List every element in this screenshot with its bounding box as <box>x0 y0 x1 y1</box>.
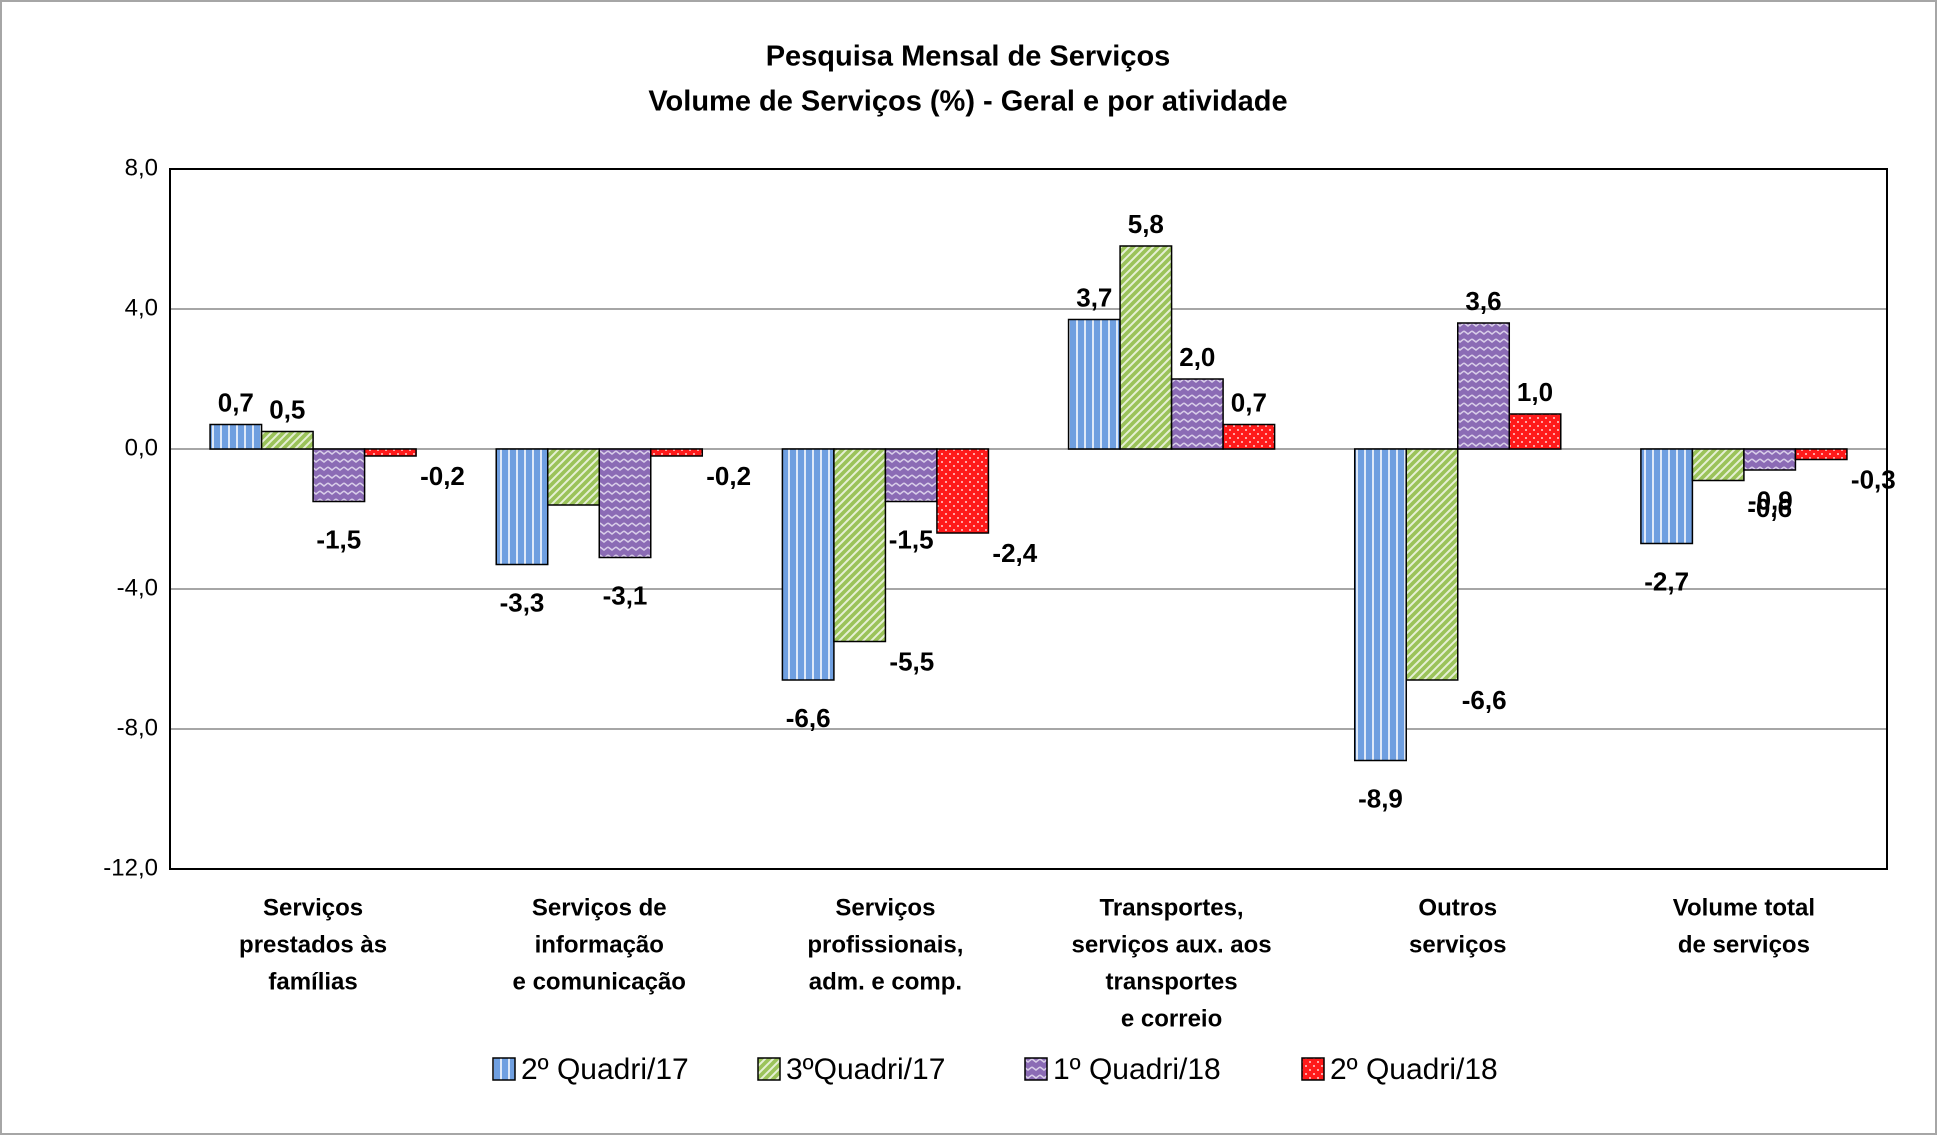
data-label: 0,5 <box>269 394 305 424</box>
data-label: 2,0 <box>1179 342 1215 372</box>
bar <box>1067 318 1121 450</box>
x-tick-label: informação <box>535 931 664 958</box>
x-tick-label: Serviços de <box>532 894 667 921</box>
x-tick-label: de serviços <box>1678 931 1810 958</box>
data-label: -2,4 <box>992 538 1037 568</box>
data-label: 5,8 <box>1128 209 1164 239</box>
x-tick-label: Outros <box>1418 894 1497 921</box>
chart-title: Pesquisa Mensal de Serviços <box>766 41 1171 73</box>
data-label: 3,6 <box>1465 286 1501 316</box>
x-tick-label: Volume total <box>1673 894 1815 921</box>
x-tick-label: serviços <box>1409 931 1506 958</box>
x-tick-label: serviços aux. aos <box>1072 931 1272 958</box>
y-tick-label: 8,0 <box>125 154 158 181</box>
x-tick-label: transportes <box>1106 968 1238 995</box>
bar <box>1743 448 1797 471</box>
bar <box>260 430 314 450</box>
bar <box>936 448 990 534</box>
bar <box>1457 322 1511 450</box>
x-tick-label: profissionais, <box>807 931 963 958</box>
x-tick-label: adm. e comp. <box>809 968 962 995</box>
x-tick-label: prestados às <box>239 931 387 958</box>
data-label: -0,2 <box>706 461 751 491</box>
data-label: -0,9 <box>1748 485 1793 515</box>
data-label: -0,6 <box>1747 493 1792 523</box>
legend-swatch <box>492 1057 516 1081</box>
legend-swatch <box>1024 1057 1048 1081</box>
data-label: -1,5 <box>889 524 934 554</box>
bar <box>884 448 938 503</box>
legend-label: 1º Quadri/18 <box>1053 1053 1221 1086</box>
data-label: -1,5 <box>316 524 361 554</box>
bar <box>1170 378 1224 450</box>
data-label: -8,9 <box>1358 783 1403 813</box>
data-label: 1,0 <box>1517 377 1553 407</box>
bar <box>1691 448 1745 482</box>
x-tick-label: Serviços <box>835 894 935 921</box>
bar <box>1119 245 1173 450</box>
data-label: -3,3 <box>500 587 545 617</box>
legend-label: 3ºQuadri/17 <box>786 1053 945 1086</box>
x-tick-label: famílias <box>268 968 357 995</box>
y-tick-label: -4,0 <box>117 574 158 601</box>
bar <box>363 448 417 457</box>
plot-area <box>169 168 1888 870</box>
x-tick-label: e correio <box>1121 1005 1222 1032</box>
data-label: 0,7 <box>218 387 254 417</box>
bar <box>833 448 887 643</box>
data-label: -6,6 <box>1462 685 1507 715</box>
data-label: -3,1 <box>603 580 648 610</box>
x-tick-label: e comunicação <box>513 968 686 995</box>
legend-swatch <box>757 1057 781 1081</box>
chart-subtitle: Volume de Serviços (%) - Geral e por ati… <box>648 86 1287 118</box>
bar <box>1794 448 1848 461</box>
data-label: -5,5 <box>889 646 934 676</box>
y-tick-label: -12,0 <box>103 854 158 881</box>
bar <box>1508 413 1562 450</box>
y-tick-label: 0,0 <box>125 434 158 461</box>
y-tick-label: 4,0 <box>125 294 158 321</box>
bar <box>546 448 600 506</box>
bar <box>1353 448 1407 762</box>
data-label: -0,3 <box>1851 464 1896 494</box>
legend-swatch <box>1301 1057 1325 1081</box>
bar <box>312 448 366 503</box>
x-tick-label: Serviços <box>263 894 363 921</box>
bar <box>1405 448 1459 681</box>
data-label: -6,6 <box>786 703 831 733</box>
data-label: -0,2 <box>420 461 465 491</box>
y-tick-label: -8,0 <box>117 714 158 741</box>
data-label: 0,7 <box>1231 387 1267 417</box>
bar <box>1640 448 1694 545</box>
bar <box>495 448 549 566</box>
bar <box>650 448 704 457</box>
legend-label: 2º Quadri/18 <box>1330 1053 1498 1086</box>
bar <box>209 423 263 450</box>
legend-label: 2º Quadri/17 <box>521 1053 689 1086</box>
bar <box>1222 423 1276 450</box>
bar <box>781 448 835 681</box>
x-tick-label: Transportes, <box>1100 894 1244 921</box>
data-label: -2,7 <box>1644 566 1689 596</box>
data-label: 3,7 <box>1076 282 1112 312</box>
bar <box>598 448 652 559</box>
